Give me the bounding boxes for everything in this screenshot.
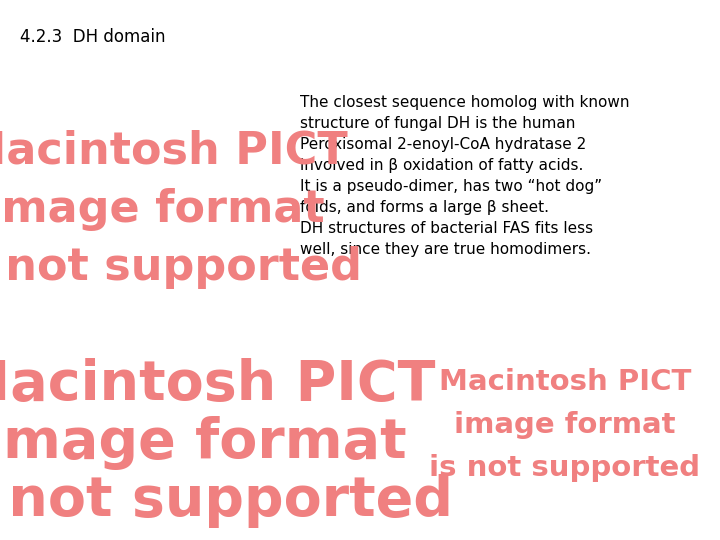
Text: image format: image format xyxy=(0,416,406,470)
Text: folds, and forms a large β sheet.: folds, and forms a large β sheet. xyxy=(300,200,549,215)
Text: Peroxisomal 2-enoyl-CoA hydratase 2: Peroxisomal 2-enoyl-CoA hydratase 2 xyxy=(300,137,586,152)
Text: Macintosh PICT: Macintosh PICT xyxy=(0,130,348,173)
Text: structure of fungal DH is the human: structure of fungal DH is the human xyxy=(300,116,575,131)
Text: Macintosh PICT: Macintosh PICT xyxy=(0,358,435,412)
Text: The closest sequence homolog with known: The closest sequence homolog with known xyxy=(300,95,629,110)
Text: It is a pseudo-dimer, has two “hot dog”: It is a pseudo-dimer, has two “hot dog” xyxy=(300,179,602,194)
Text: image format: image format xyxy=(0,188,324,231)
Text: well, since they are true homodimers.: well, since they are true homodimers. xyxy=(300,242,591,257)
Text: DH structures of bacterial FAS fits less: DH structures of bacterial FAS fits less xyxy=(300,221,593,236)
Text: involved in β oxidation of fatty acids.: involved in β oxidation of fatty acids. xyxy=(300,158,583,173)
Text: 4.2.3  DH domain: 4.2.3 DH domain xyxy=(20,28,166,46)
Text: is not supported: is not supported xyxy=(429,454,701,482)
Text: image format: image format xyxy=(454,411,676,439)
Text: is not supported: is not supported xyxy=(0,246,362,289)
Text: Macintosh PICT: Macintosh PICT xyxy=(438,368,691,396)
Text: is not supported: is not supported xyxy=(0,474,453,528)
